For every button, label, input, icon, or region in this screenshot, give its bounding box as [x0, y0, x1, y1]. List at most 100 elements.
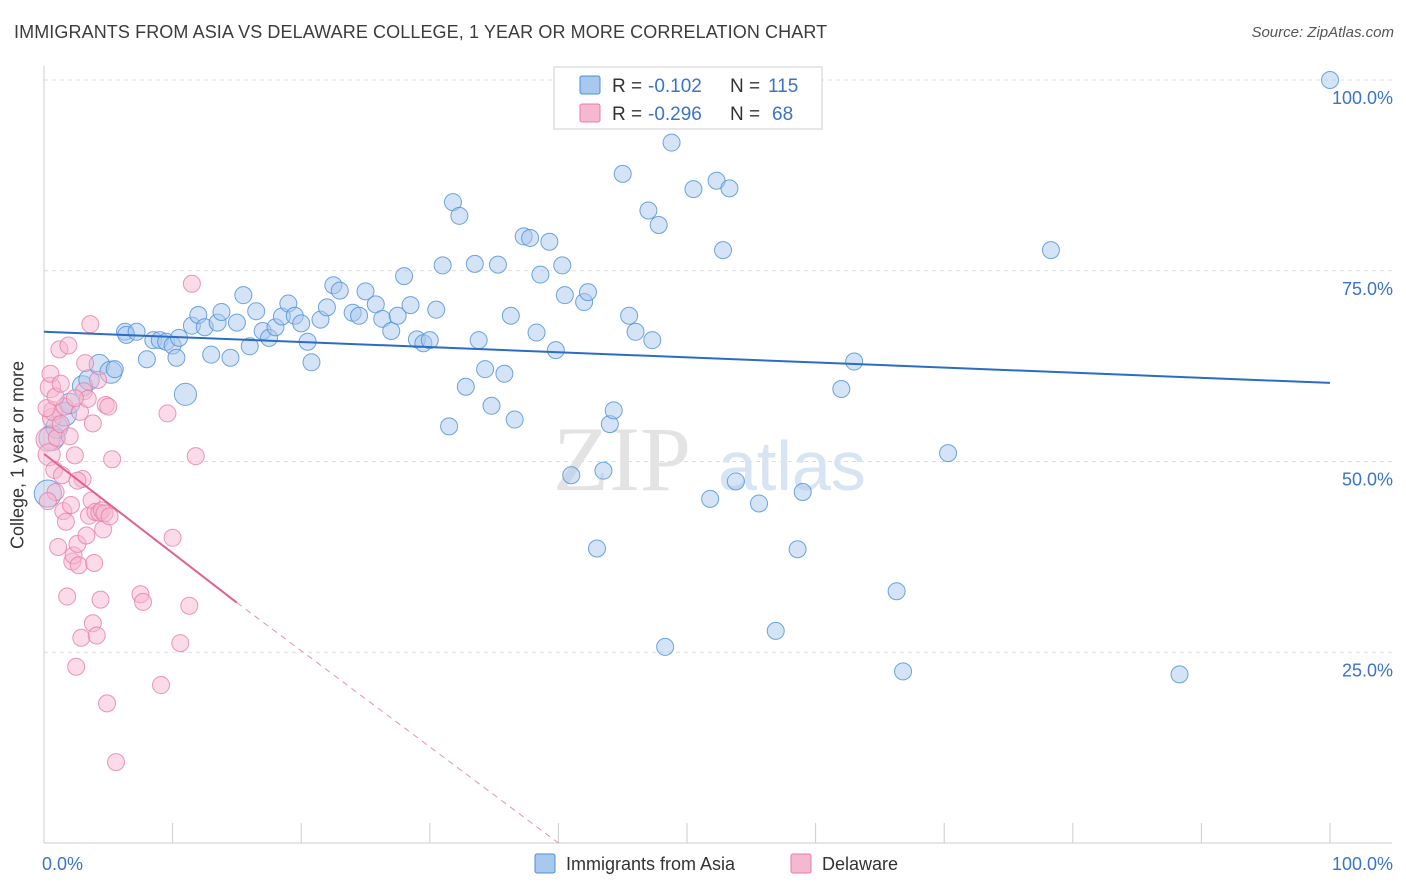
asia-point-83 [594, 461, 613, 480]
delaware-point-41 [91, 590, 110, 609]
delaware-point-36 [85, 553, 104, 572]
legend-n-label-1: N = [730, 76, 760, 97]
asia-point-51 [388, 306, 407, 325]
asia-point-85 [604, 401, 623, 420]
delaware-point-18 [62, 495, 81, 514]
asia-point-52 [395, 267, 414, 286]
delaware-point-16 [59, 336, 78, 355]
delaware-point-65 [65, 389, 84, 408]
legend-r-label-2: R = [612, 104, 642, 125]
chart-source: Source: ZipAtlas.com [1251, 24, 1394, 41]
watermark-zip: ZIP [553, 408, 691, 510]
delaware-point-17 [60, 427, 79, 446]
asia-point-92 [656, 637, 675, 656]
asia-point-75 [540, 232, 559, 251]
asia-point-20 [173, 382, 198, 406]
asia-point-50 [382, 322, 401, 341]
delaware-point-55 [163, 528, 182, 547]
delaware-point-33 [81, 315, 100, 334]
asia-point-63 [465, 254, 484, 273]
asia-trend-line [43, 330, 1331, 384]
asia-point-88 [626, 322, 645, 341]
zipatlas-watermark: ZIP atlas [553, 408, 866, 510]
x-tick-label-max: 100.0% [1332, 854, 1393, 874]
asia-point-57 [427, 300, 446, 319]
delaware-point-38 [87, 626, 106, 645]
asia-point-66 [482, 396, 501, 415]
delaware-point-53 [152, 676, 171, 695]
asia-point-61 [450, 206, 469, 225]
asia-point-74 [531, 265, 550, 284]
delaware-point-11 [53, 466, 72, 485]
asia-point-104 [832, 380, 851, 399]
chart-title: IMMIGRANTS FROM ASIA VS DELAWARE COLLEGE… [14, 22, 828, 42]
asia-point-13 [137, 350, 156, 369]
legend-n-label-2: N = [730, 104, 760, 125]
asia-point-107 [894, 662, 913, 681]
legend-n-value-2: 68 [772, 104, 793, 125]
asia-point-93 [662, 133, 681, 152]
asia-point-26 [212, 302, 231, 321]
asia-point-91 [649, 215, 668, 234]
legend-swatch-blue [579, 75, 601, 95]
delaware-point-59 [186, 447, 205, 466]
asia-point-110 [1170, 665, 1189, 684]
delaware-point-8 [49, 537, 68, 556]
asia-point-81 [578, 283, 597, 302]
trend-lines [43, 330, 1331, 844]
asia-point-40 [302, 353, 321, 372]
asia-point-76 [546, 341, 565, 360]
asia-point-106 [887, 582, 906, 601]
delaware-point-64 [51, 374, 70, 393]
asia-point-99 [726, 472, 745, 491]
asia-point-30 [240, 337, 259, 356]
delaware-point-15 [58, 587, 77, 606]
delaware-point-39 [89, 370, 108, 389]
asia-point-73 [527, 323, 546, 342]
delaware-trend-line [43, 453, 238, 604]
asia-point-47 [356, 282, 375, 301]
asia-point-38 [292, 314, 311, 333]
asia-point-87 [620, 306, 639, 325]
asia-point-65 [476, 360, 495, 379]
asia-point-72 [521, 228, 540, 247]
delaware-point-61 [38, 492, 57, 511]
legend-swatch-pink [579, 103, 601, 123]
asia-point-31 [247, 302, 266, 321]
delaware-point-48 [100, 507, 119, 526]
legend-n-value-1: 115 [768, 76, 798, 97]
delaware-point-22 [67, 657, 86, 676]
bottom-legend-label-blue: Immigrants from Asia [566, 854, 736, 874]
asia-point-27 [221, 348, 240, 367]
y-tick-label-50: 50.0% [1342, 470, 1393, 490]
asia-point-95 [701, 489, 720, 508]
asia-point-78 [555, 286, 574, 305]
y-tick-label-100: 100.0% [1332, 88, 1393, 108]
asia-point-109 [1041, 241, 1060, 260]
legend-box: R = -0.102 N = 115 R = -0.296 N = 68 [553, 66, 823, 130]
asia-point-82 [587, 539, 606, 558]
delaware-point-26 [72, 628, 91, 647]
asia-point-111 [1321, 71, 1339, 89]
delaware-point-49 [103, 450, 122, 469]
bottom-legend: Immigrants from Asia Delaware [534, 853, 898, 874]
asia-point-62 [456, 377, 475, 396]
delaware-point-46 [98, 694, 117, 713]
asia-point-102 [788, 540, 807, 559]
y-tick-label-25: 25.0% [1342, 660, 1393, 680]
delaware-point-58 [182, 274, 201, 293]
delaware-point-29 [76, 354, 95, 373]
bottom-legend-swatch-blue [534, 853, 556, 874]
delaware-point-52 [134, 592, 153, 611]
asia-point-90 [643, 331, 662, 350]
delaware-point-14 [56, 512, 75, 531]
delaware-point-21 [65, 446, 84, 465]
asia-point-42 [317, 298, 336, 317]
watermark-atlas: atlas [718, 427, 866, 505]
asia-point-44 [330, 281, 349, 300]
delaware-point-50 [107, 753, 126, 772]
asia-point-67 [488, 255, 507, 274]
delaware-point-57 [180, 596, 199, 615]
tick-labels: 25.0% 50.0% 75.0% 100.0% 0.0% 100.0% [42, 88, 1393, 874]
delaware-point-56 [171, 634, 190, 653]
